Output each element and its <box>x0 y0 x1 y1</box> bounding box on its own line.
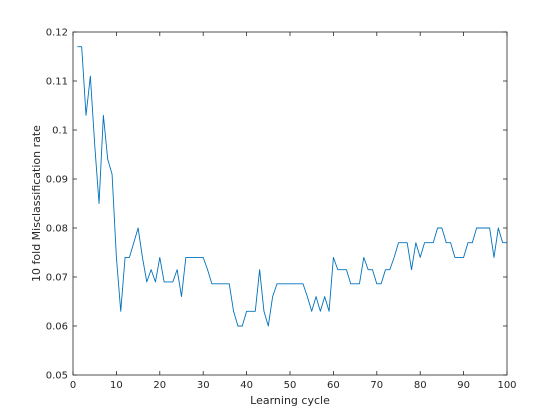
x-axis-label: Learning cycle <box>250 394 330 407</box>
x-tick-label: 50 <box>284 380 297 391</box>
x-tick-label: 80 <box>414 380 427 391</box>
x-tick-label: 0 <box>70 380 76 391</box>
x-tick-label: 20 <box>153 380 166 391</box>
y-tick-label: 0.08 <box>46 224 68 235</box>
x-tick-label: 60 <box>327 380 340 391</box>
x-tick-label: 90 <box>457 380 470 391</box>
x-tick-label: 70 <box>370 380 383 391</box>
series-line <box>77 46 507 327</box>
plot-area: 0 10 20 30 40 50 60 70 80 90 100 0.05 0.06 0.07 0.08 0.… <box>46 28 517 392</box>
y-tick-label: 0.11 <box>46 77 68 88</box>
y-axis-label: 10 fold Misclassification rate <box>30 125 43 282</box>
x-tick-label: 40 <box>240 380 253 391</box>
y-tick-label: 0.07 <box>46 273 68 284</box>
y-tick-label: 0.05 <box>46 371 68 382</box>
y-tick-label: 0.06 <box>46 322 68 333</box>
axes-box <box>72 31 508 376</box>
y-tick-label: 0.1 <box>52 126 68 137</box>
x-tick-label: 10 <box>110 380 123 391</box>
x-tick-label: 100 <box>497 380 516 391</box>
y-tick-label: 0.09 <box>46 175 68 186</box>
y-tick-label: 0.12 <box>46 28 68 39</box>
x-tick-label: 30 <box>197 380 210 391</box>
